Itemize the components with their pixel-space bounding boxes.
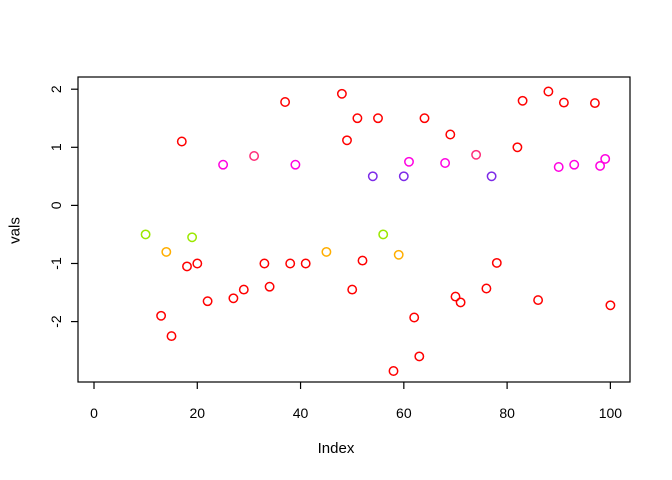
data-point: [481, 283, 492, 294]
data-point: [249, 151, 260, 161]
data-point: [445, 129, 456, 140]
data-point: [300, 258, 311, 269]
data-point: [595, 160, 606, 171]
data-point: [419, 113, 430, 124]
data-point: [342, 135, 352, 146]
data-point: [176, 136, 187, 147]
data-point: [347, 284, 358, 295]
data-point: [553, 162, 564, 172]
data-point: [367, 171, 378, 182]
data-point: [218, 159, 229, 170]
x-axis-title: Index: [317, 440, 355, 457]
y-axis-title: vals: [6, 217, 24, 244]
data-point: [357, 255, 368, 266]
data-point: [605, 300, 616, 311]
y-tick-label: 2: [48, 85, 64, 93]
data-point: [600, 153, 611, 164]
data-point: [140, 229, 151, 240]
x-tick-label: 20: [189, 405, 205, 421]
data-point: [393, 249, 404, 260]
data-point: [378, 229, 389, 240]
data-point: [264, 281, 275, 292]
y-tick-label: -1: [48, 257, 64, 270]
data-point: [486, 171, 497, 182]
plot-box: [77, 76, 631, 383]
y-tick-label: 1: [48, 143, 64, 151]
data-point: [471, 149, 482, 160]
y-tick-label: -2: [48, 315, 64, 328]
data-point: [409, 312, 420, 323]
data-point: [455, 297, 466, 308]
x-tick-label: 40: [293, 405, 309, 421]
data-point: [450, 291, 461, 302]
data-point: [161, 246, 172, 257]
x-tick-label: 80: [499, 405, 515, 421]
data-point: [589, 98, 600, 109]
data-point: [352, 113, 363, 124]
data-point: [280, 97, 291, 107]
data-point: [569, 159, 580, 170]
data-point: [373, 113, 383, 124]
data-point: [440, 158, 451, 168]
data-point: [414, 351, 425, 362]
data-point: [290, 159, 301, 170]
x-tick-label: 100: [599, 405, 623, 421]
data-point: [491, 257, 502, 268]
data-point: [182, 261, 192, 272]
data-point: [166, 331, 177, 342]
data-point: [228, 293, 239, 304]
data-point: [558, 97, 569, 108]
data-point: [285, 258, 296, 269]
data-point: [543, 86, 554, 97]
data-point: [336, 88, 347, 99]
y-tick-label: 0: [48, 201, 64, 209]
data-point: [512, 142, 523, 153]
data-point: [388, 366, 399, 376]
data-point: [187, 232, 198, 243]
data-point: [533, 295, 544, 306]
data-point: [238, 284, 249, 295]
data-point: [192, 258, 203, 269]
data-point: [404, 156, 414, 167]
data-point: [398, 171, 409, 182]
data-point: [156, 310, 167, 321]
x-tick-label: 0: [90, 405, 98, 421]
data-point: [321, 246, 332, 257]
data-point: [202, 296, 213, 307]
x-tick-label: 60: [396, 405, 412, 421]
data-point: [517, 95, 528, 106]
data-point: [259, 258, 270, 269]
